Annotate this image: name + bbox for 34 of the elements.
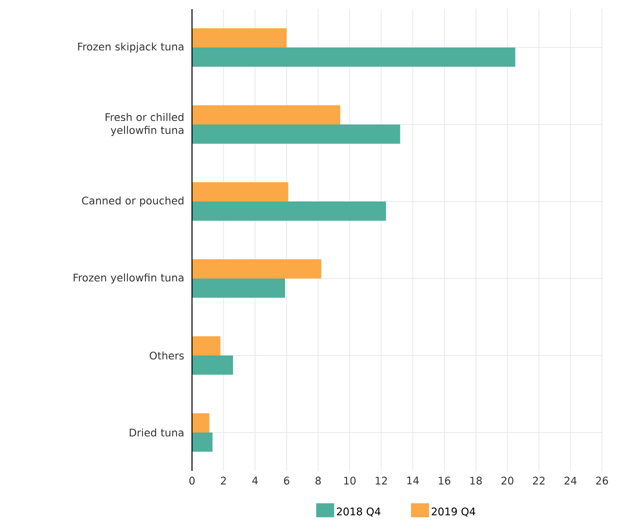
y-tick-label: Fresh or chilled yellowfin tuna xyxy=(106,112,184,136)
bar xyxy=(192,259,322,278)
bar xyxy=(192,413,210,432)
y-tick-label: Frozen skipjack tuna xyxy=(78,42,184,53)
x-tick-label: 10 xyxy=(344,476,356,485)
bar xyxy=(192,355,234,375)
x-tick-label: 12 xyxy=(376,476,387,484)
x-tick-label: 2 xyxy=(220,476,226,484)
bar xyxy=(192,105,340,124)
bar xyxy=(192,278,286,298)
bar xyxy=(192,28,287,48)
x-tick-label: 4 xyxy=(252,476,258,484)
legend-label: 2019 Q4 xyxy=(432,508,476,517)
y-tick-label: Frozen yellowfin tuna xyxy=(74,273,184,284)
x-tick-label: 8 xyxy=(316,476,321,485)
x-tick-label: 14 xyxy=(407,476,419,484)
bar xyxy=(192,432,213,452)
bar xyxy=(192,124,400,144)
bar xyxy=(192,336,220,356)
y-tick-label: Canned or pouched xyxy=(82,196,184,207)
x-tick-label: 20 xyxy=(502,476,514,485)
x-tick-label: 16 xyxy=(438,476,450,485)
bar xyxy=(192,48,516,67)
y-tick-label: Others xyxy=(150,351,184,360)
x-tick-label: 26 xyxy=(596,476,608,485)
x-tick-label: 0 xyxy=(189,476,195,485)
x-tick-label: 6 xyxy=(284,476,290,485)
x-tick-label: 22 xyxy=(533,476,545,484)
y-tick-label: Dried tuna xyxy=(130,428,184,437)
bar xyxy=(192,201,386,221)
x-tick-label: 18 xyxy=(470,476,482,485)
legend-label: 2018 Q4 xyxy=(336,508,380,517)
bar xyxy=(192,182,288,202)
x-tick-label: 24 xyxy=(564,476,577,484)
